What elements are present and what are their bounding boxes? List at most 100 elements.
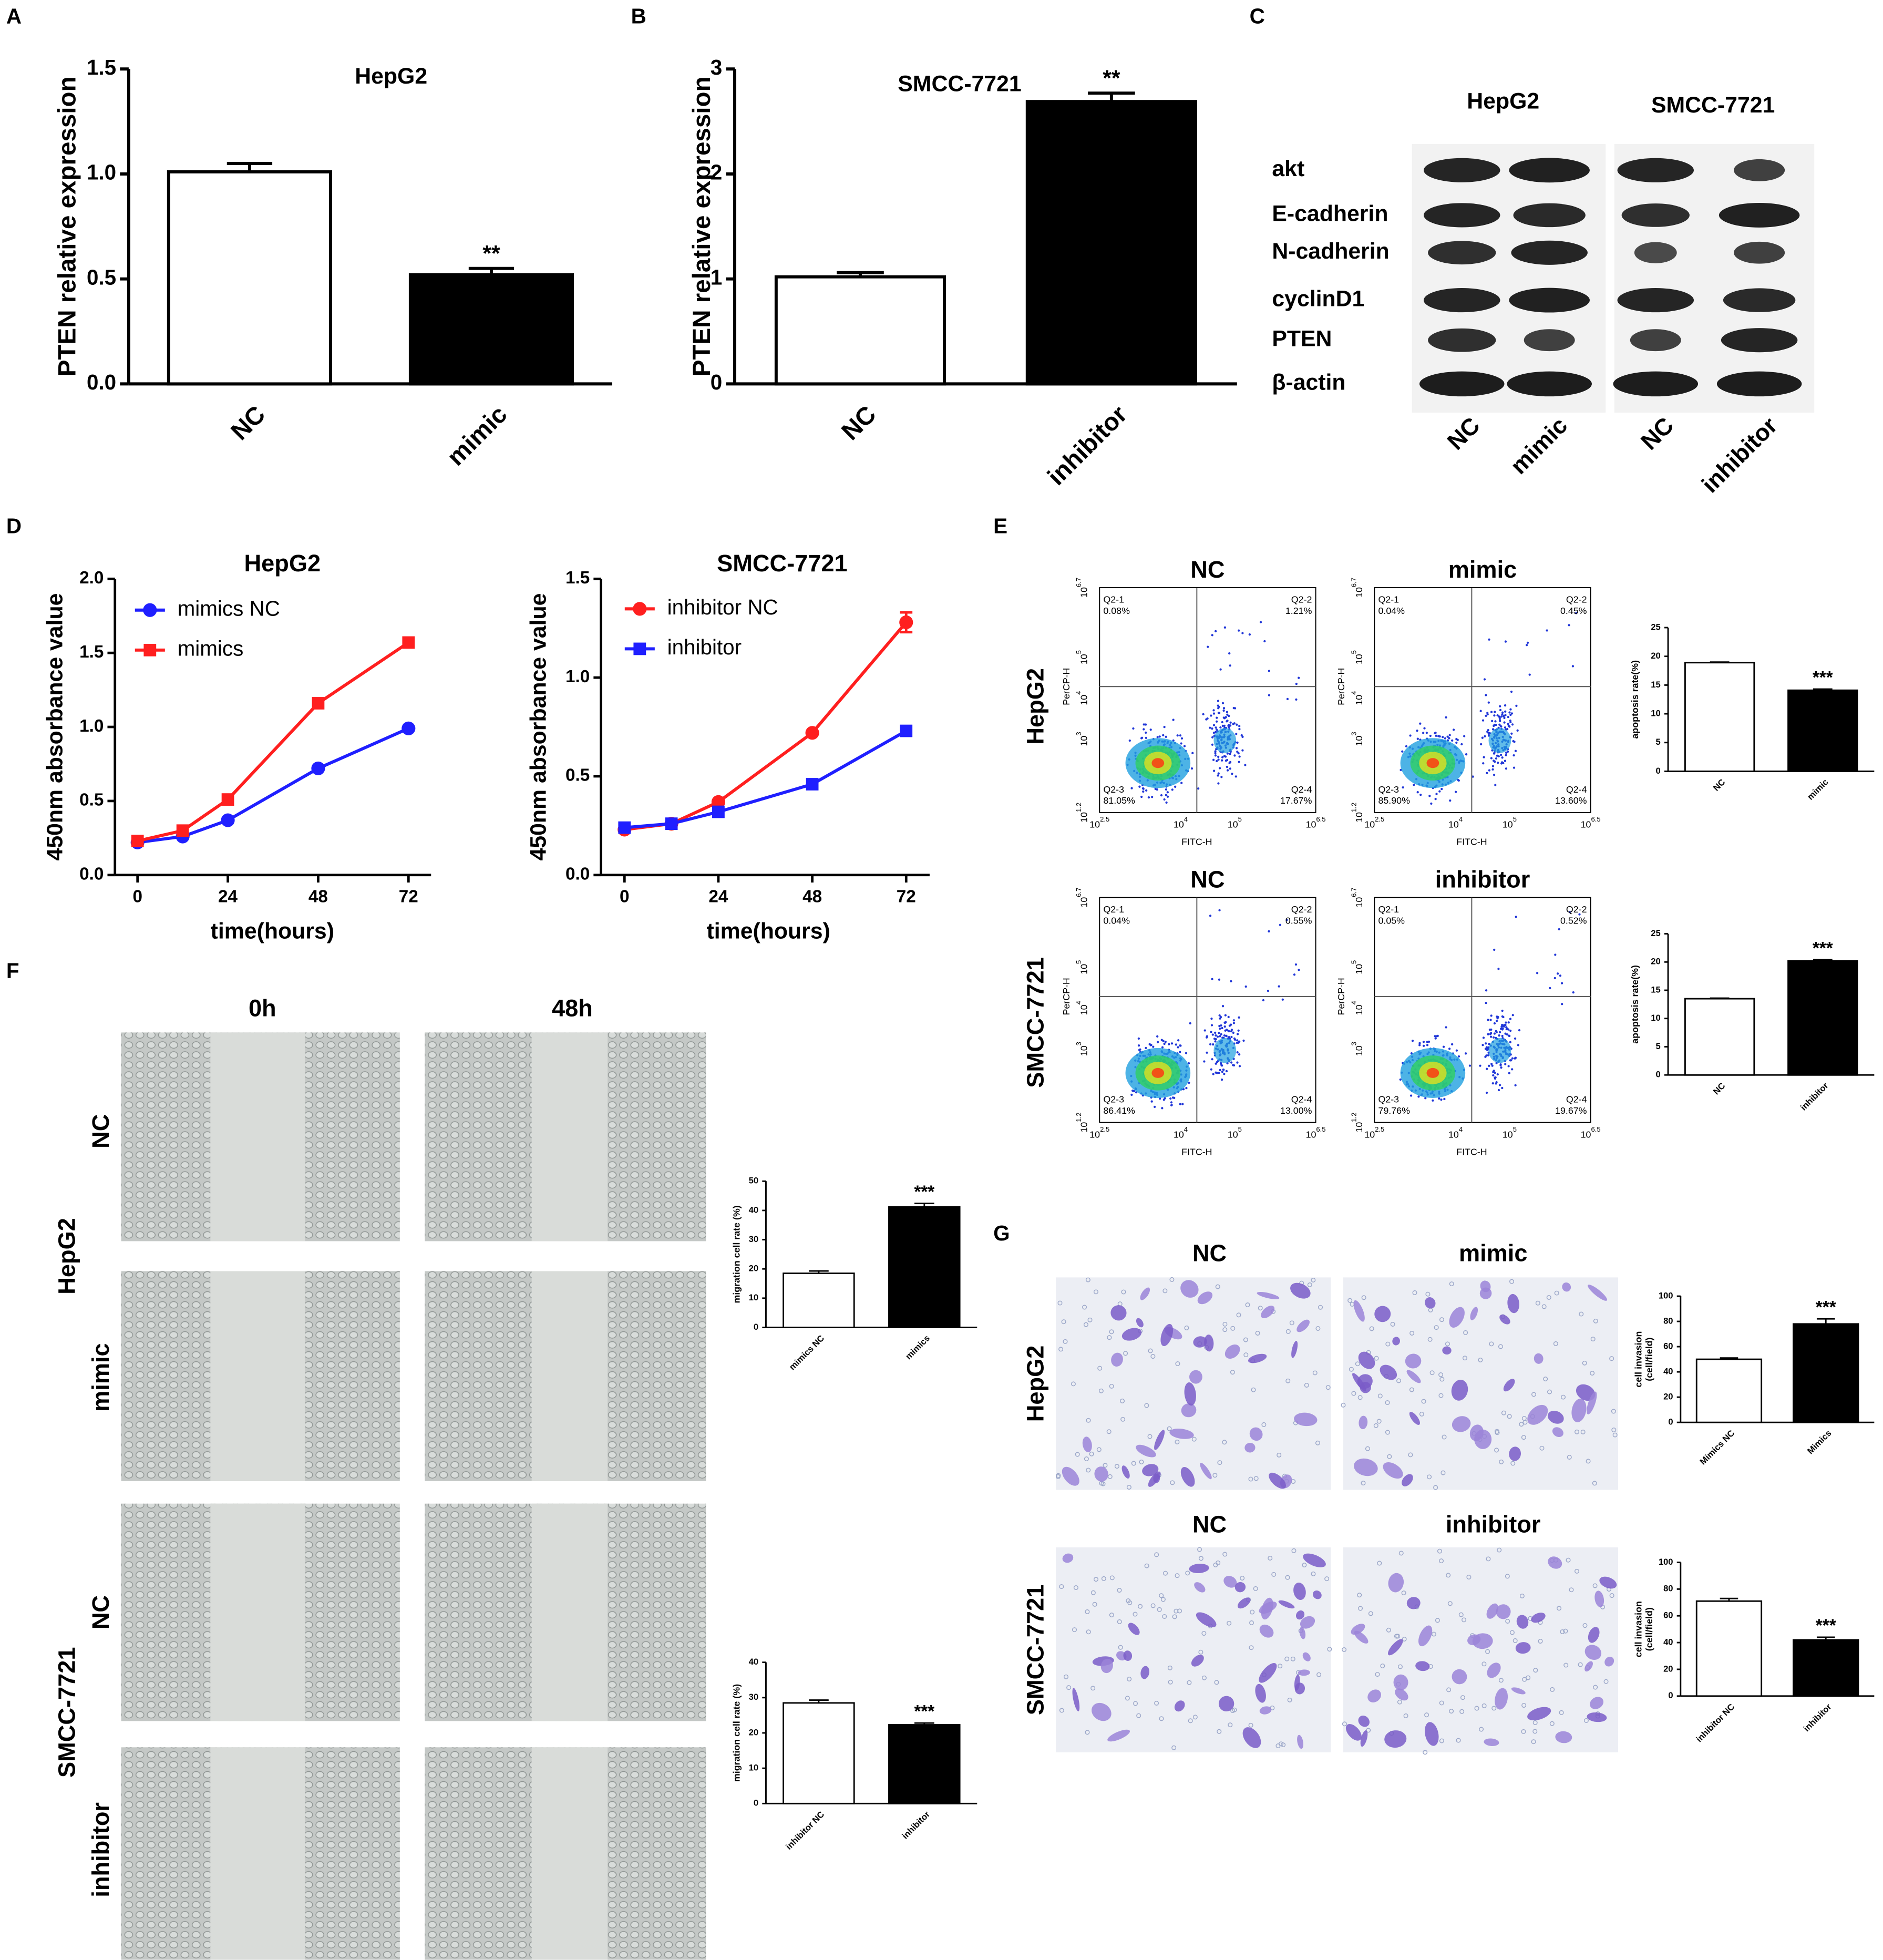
y-tick-label: 101.2 [1350,803,1364,823]
invaded-cell [1351,1624,1365,1635]
event-dot [1492,728,1495,731]
event-dot [1241,749,1244,752]
invaded-cell [1487,1663,1501,1678]
invaded-cell [1562,1282,1571,1292]
tick-exponent: 6.5 [1591,816,1600,824]
event-dot [1511,1057,1514,1060]
tick-exponent: 6.5 [1591,1125,1600,1133]
event-dot [1145,789,1148,792]
event-dot [1491,1064,1494,1067]
pore [1505,1574,1510,1579]
pore [1533,1668,1538,1673]
event-dot [1561,1003,1563,1005]
tick-exponent: 6.7 [1350,888,1358,897]
x-tick-label: 0 [620,887,630,906]
event-dot [1226,769,1229,772]
y-tick-label: 104 [1350,691,1364,705]
pore [1385,1400,1390,1405]
quadrant-percent: 85.90% [1378,795,1410,806]
invaded-cell [1294,1412,1318,1427]
y-tick-label: 40 [1663,1637,1673,1647]
event-dot [1218,1071,1220,1074]
pore [1222,1327,1228,1332]
invaded-cell [1555,1731,1572,1743]
pore [1185,1571,1190,1576]
event-dot [1499,1063,1502,1066]
event-dot [1460,743,1463,746]
invaded-cell [1204,1335,1214,1352]
event-dot [1423,727,1426,730]
event-dot [1568,624,1570,627]
invaded-cell [1534,1353,1544,1364]
pore [1148,1348,1153,1353]
event-dot [1493,752,1496,755]
invaded-cell [1360,1730,1368,1747]
event-dot [1485,1046,1488,1049]
tick-exponent: 5 [1350,960,1358,964]
event-dot [1489,1035,1493,1038]
cell-line-label: HepG2 [54,1218,80,1295]
event-dot [1499,753,1503,756]
pore [1522,1420,1528,1425]
y-tick-label: 1.5 [565,568,590,588]
event-dot [1500,1066,1503,1069]
pore [1131,1461,1136,1466]
event-dot [1501,1024,1504,1027]
pore [1170,1480,1175,1485]
event-dot [1446,735,1449,738]
invaded-cell [1244,1443,1256,1453]
event-dot [1488,1064,1490,1067]
event-dot [1463,735,1466,737]
quadrant-name: Q2-4 [1566,784,1587,795]
event-dot [1487,1033,1489,1035]
pore [1061,1319,1066,1325]
row-label: NC [87,1114,114,1148]
pore [1377,1393,1383,1399]
pore [1509,1630,1515,1635]
pore [1439,1700,1444,1706]
pore [1342,1721,1347,1727]
invaded-cell [1503,1379,1515,1392]
x-tick-label: 105 [1503,816,1517,830]
event-dot [1493,714,1496,717]
tick-exponent: 5 [1075,650,1083,654]
pore [1425,1291,1431,1297]
pore [1460,1695,1465,1700]
event-dot [1206,1051,1208,1054]
pore [1563,1663,1569,1668]
event-dot [1488,769,1491,772]
flow-plot-frame [1099,897,1316,1123]
bar [1025,100,1197,386]
blot-band [1734,241,1785,264]
event-dot [1434,732,1437,734]
event-dot [1504,726,1507,729]
event-dot [1495,1082,1497,1085]
event-dot [1405,745,1408,747]
pore [1289,1320,1294,1326]
pore [1167,1665,1172,1670]
pore [1192,1715,1198,1720]
event-dot [1263,640,1266,643]
event-dot [1492,1074,1495,1076]
pore [1447,1601,1453,1606]
event-dot [1190,767,1193,770]
pore [1446,1573,1451,1578]
pore [1154,1552,1159,1557]
pore [1243,1337,1248,1342]
event-dot [1160,794,1163,797]
event-dot [1438,790,1441,793]
event-dot [1232,1064,1234,1066]
tick-base: 10 [1078,897,1089,908]
event-dot [1230,1035,1233,1039]
event-dot [1149,1044,1152,1046]
marker [618,821,631,834]
invaded-cell [1496,1604,1511,1619]
event-dot [1491,720,1494,722]
pore [1449,1281,1454,1287]
invaded-cell [1547,1411,1564,1424]
density-core [1151,758,1165,768]
wound-gap [531,1032,608,1241]
flow-plot-title: NC [1190,556,1225,583]
pore [1066,1685,1072,1690]
wound-gap [531,1503,608,1721]
